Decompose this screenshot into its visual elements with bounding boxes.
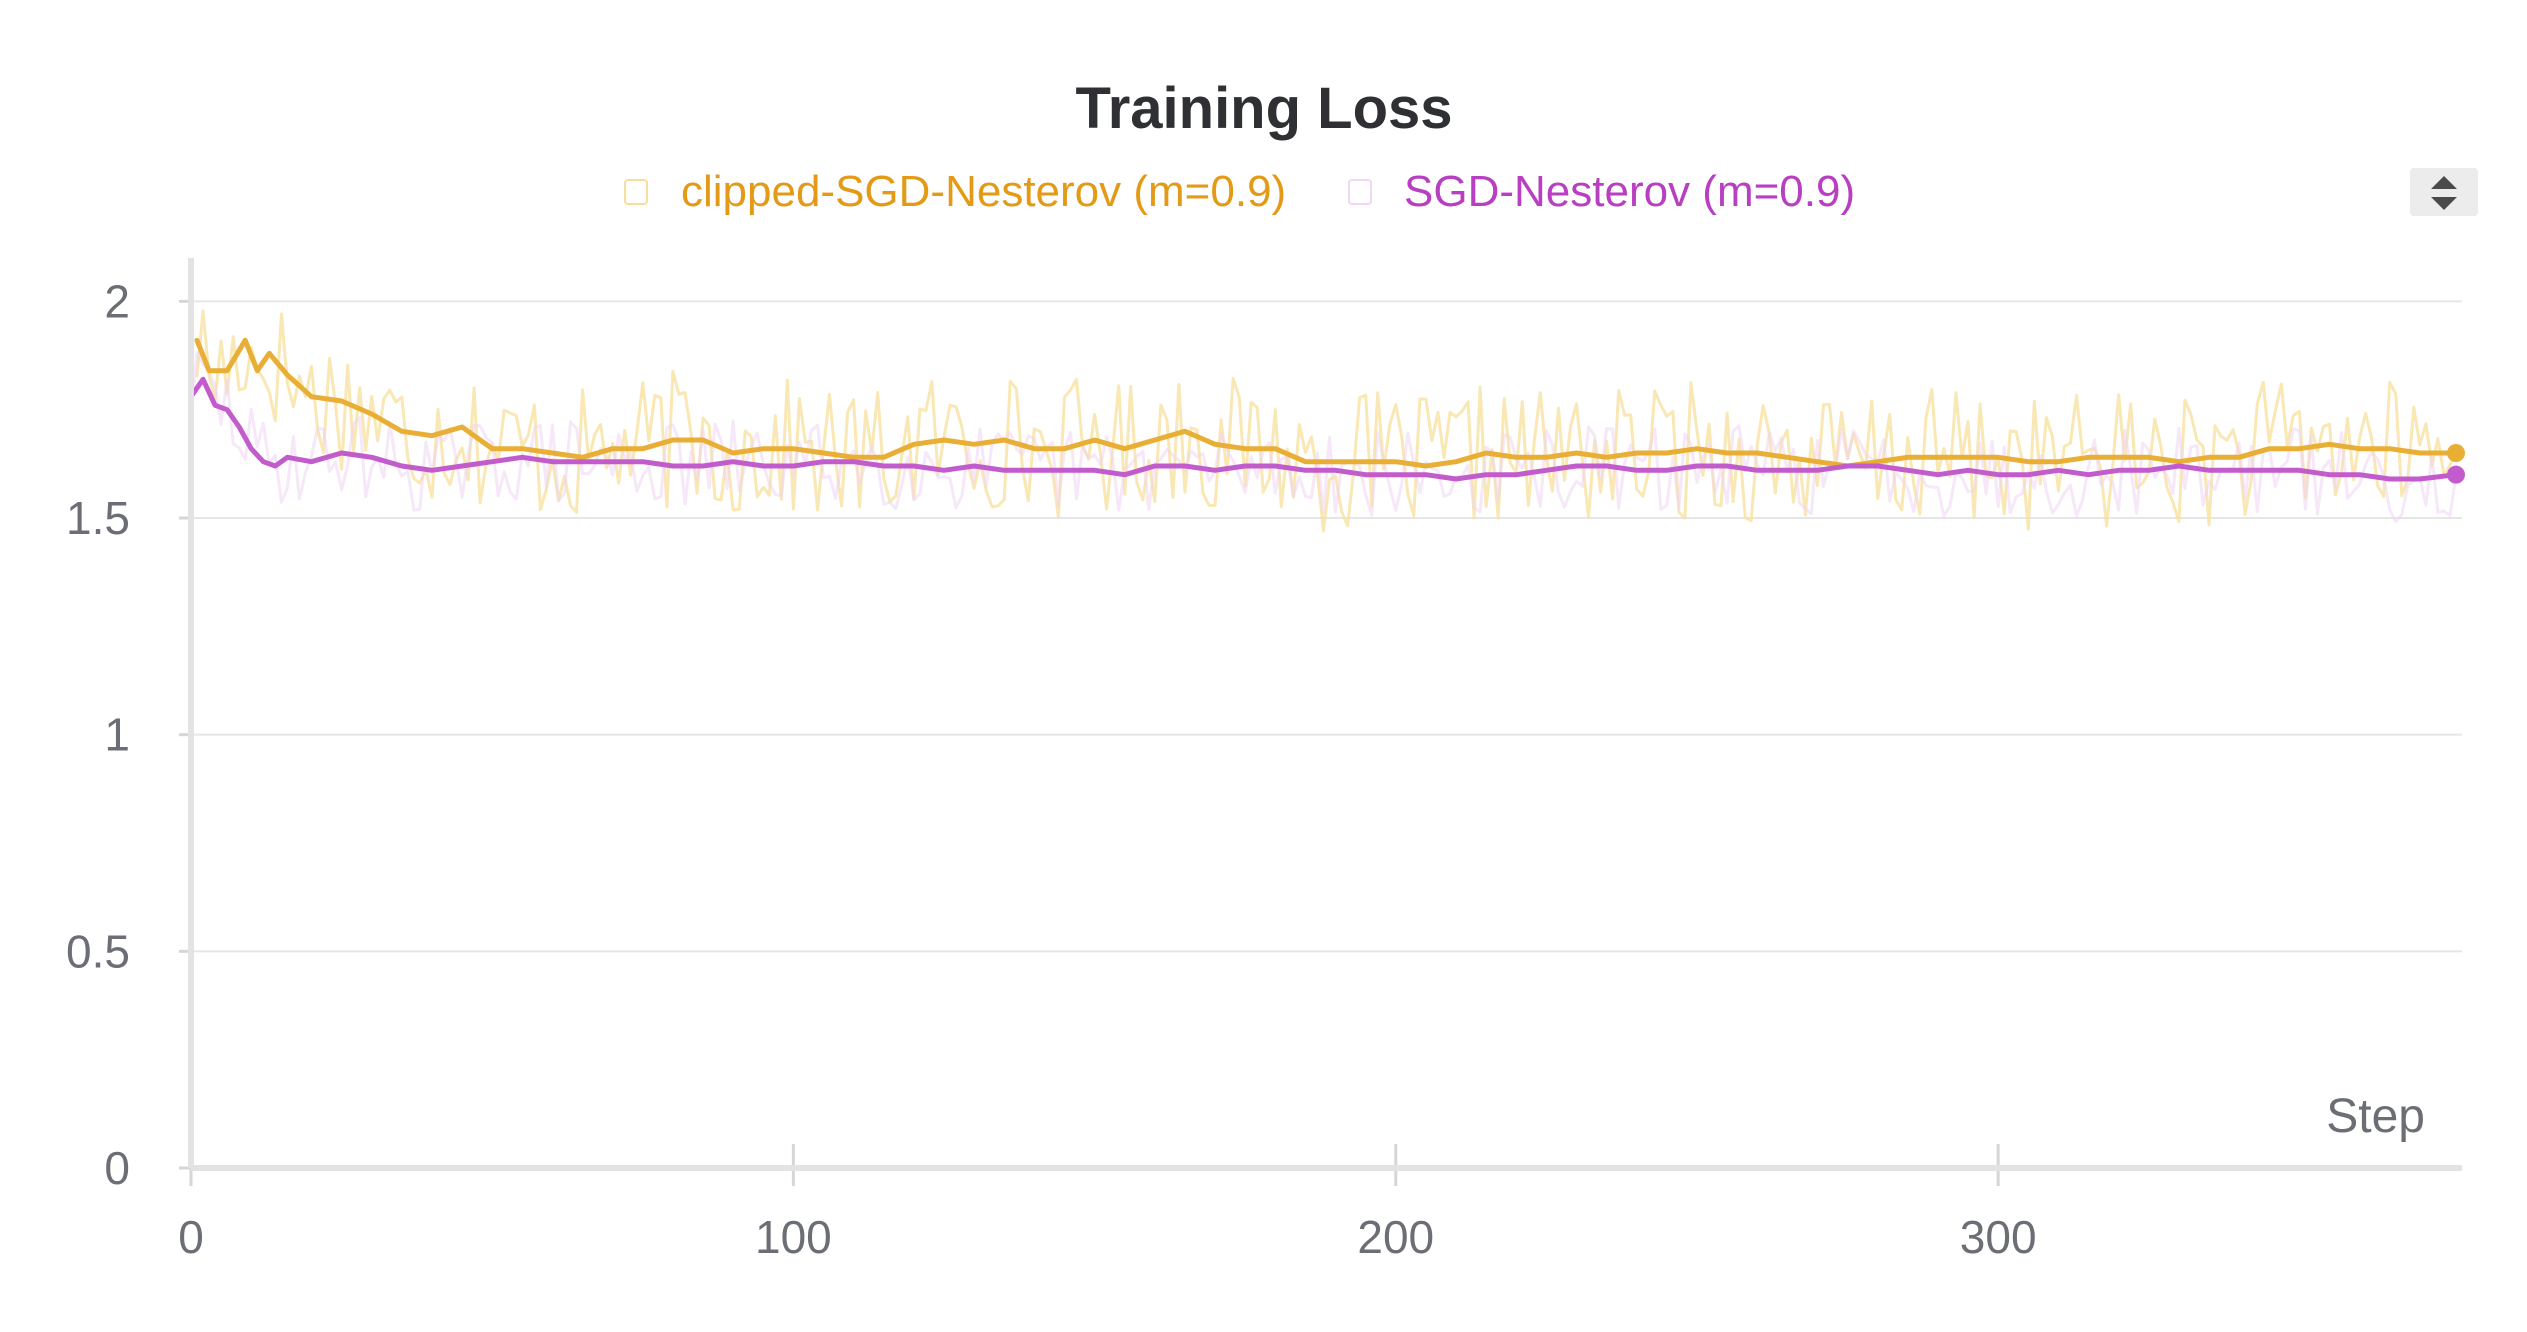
series-line-0[interactable] [194, 337, 2459, 469]
y-tick-label-0: 0 [104, 1142, 130, 1194]
raw-series-0 [195, 309, 2458, 533]
x-tick-label-3: 300 [1960, 1211, 2037, 1263]
tick-labels: 0 0.5 1 1.5 2 0 100 200 300 [66, 275, 2036, 1263]
legend-swatch-sgd-nesterov[interactable] [1348, 179, 1372, 205]
series-layer [188, 337, 2465, 484]
legend-label-sgd-nesterov[interactable]: SGD-Nesterov (m=0.9) [1404, 167, 1855, 216]
axes [179, 258, 2462, 1186]
raw-series-1 [189, 351, 2458, 523]
legend-label-clipped-sgd-nesterov[interactable]: clipped-SGD-Nesterov (m=0.9) [681, 167, 1286, 216]
chart-legend: clipped-SGD-Nesterov (m=0.9) SGD-Nestero… [624, 167, 1855, 216]
scroll-down-icon[interactable] [2431, 197, 2457, 210]
chart-title: Training Loss [1075, 76, 1452, 141]
raw-series-layer [189, 309, 2458, 533]
x-tick-label-0: 0 [178, 1211, 204, 1263]
y-tick-label-4: 2 [104, 275, 130, 327]
series-endpoint-0[interactable] [2446, 444, 2465, 462]
legend-scroll-control[interactable] [2410, 168, 2478, 216]
y-tick-label-2: 1 [104, 709, 130, 761]
x-tick-label-2: 200 [1357, 1211, 1434, 1263]
y-tick-label-3: 1.5 [66, 492, 130, 544]
series-endpoint-1[interactable] [2446, 465, 2465, 484]
x-tick-label-1: 100 [755, 1211, 832, 1263]
series-line-1[interactable] [188, 376, 2459, 482]
y-tick-label-1: 0.5 [66, 925, 130, 977]
x-axis-label: Step [2326, 1090, 2425, 1143]
legend-swatch-clipped-sgd-nesterov[interactable] [624, 179, 648, 205]
scroll-up-icon[interactable] [2431, 176, 2457, 189]
